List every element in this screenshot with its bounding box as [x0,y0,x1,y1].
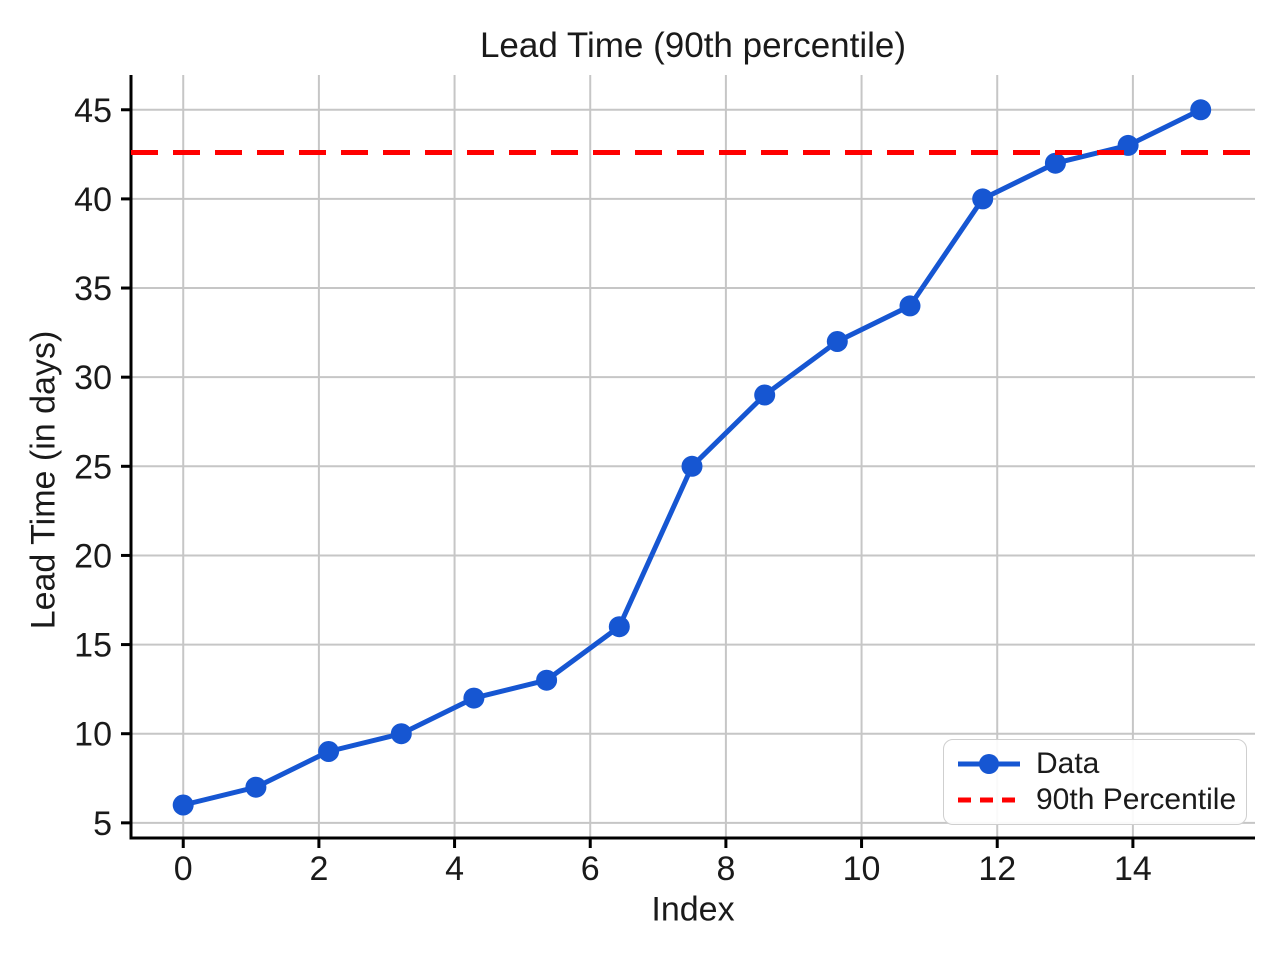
legend-line-marker-sample [958,753,1020,774]
data-point [1190,99,1212,121]
y-tick-label: 30 [74,359,112,397]
data-point [899,295,921,317]
legend-item-percentile: 90th Percentile [956,783,1237,817]
x-tick-label: 4 [445,850,464,888]
y-tick-label: 40 [74,181,112,219]
legend-dashed-line-sample [958,797,1020,803]
x-tick-label: 14 [1114,850,1152,888]
legend-label-percentile: 90th Percentile [1036,783,1237,817]
chart-title: Lead Time (90th percentile) [479,26,907,65]
x-axis-label: Index [651,890,735,929]
data-point [245,776,267,798]
data-point [536,669,558,691]
x-tick-label: 2 [309,850,328,888]
y-axis-label: Lead Time (in days) [24,330,63,630]
legend: Data 90th Percentile [943,739,1247,825]
data-point [318,741,340,762]
data-point [1044,152,1066,174]
data-point [826,331,848,352]
y-tick-label: 15 [74,627,112,665]
legend-label-data: Data [1036,746,1100,780]
legend-data-marker-icon [979,753,999,774]
y-tick-label: 5 [93,805,112,843]
y-tick-label: 10 [74,716,112,754]
x-tick-label: 0 [174,850,193,888]
data-point [972,188,994,210]
data-point [390,723,412,745]
y-tick-label: 45 [74,92,112,130]
x-tick-label: 6 [581,850,600,888]
x-tick-label: 12 [978,850,1016,888]
y-tick-label: 20 [74,537,112,575]
x-tick-label: 8 [716,850,735,888]
y-tick-label: 25 [74,448,112,486]
data-point [463,687,485,709]
data-point [754,384,776,406]
data-point [608,616,630,638]
y-tick-label: 35 [74,270,112,308]
data-point [681,455,703,477]
data-point [172,794,194,816]
x-tick-label: 10 [843,850,881,888]
legend-item-data: Data [956,747,1234,781]
